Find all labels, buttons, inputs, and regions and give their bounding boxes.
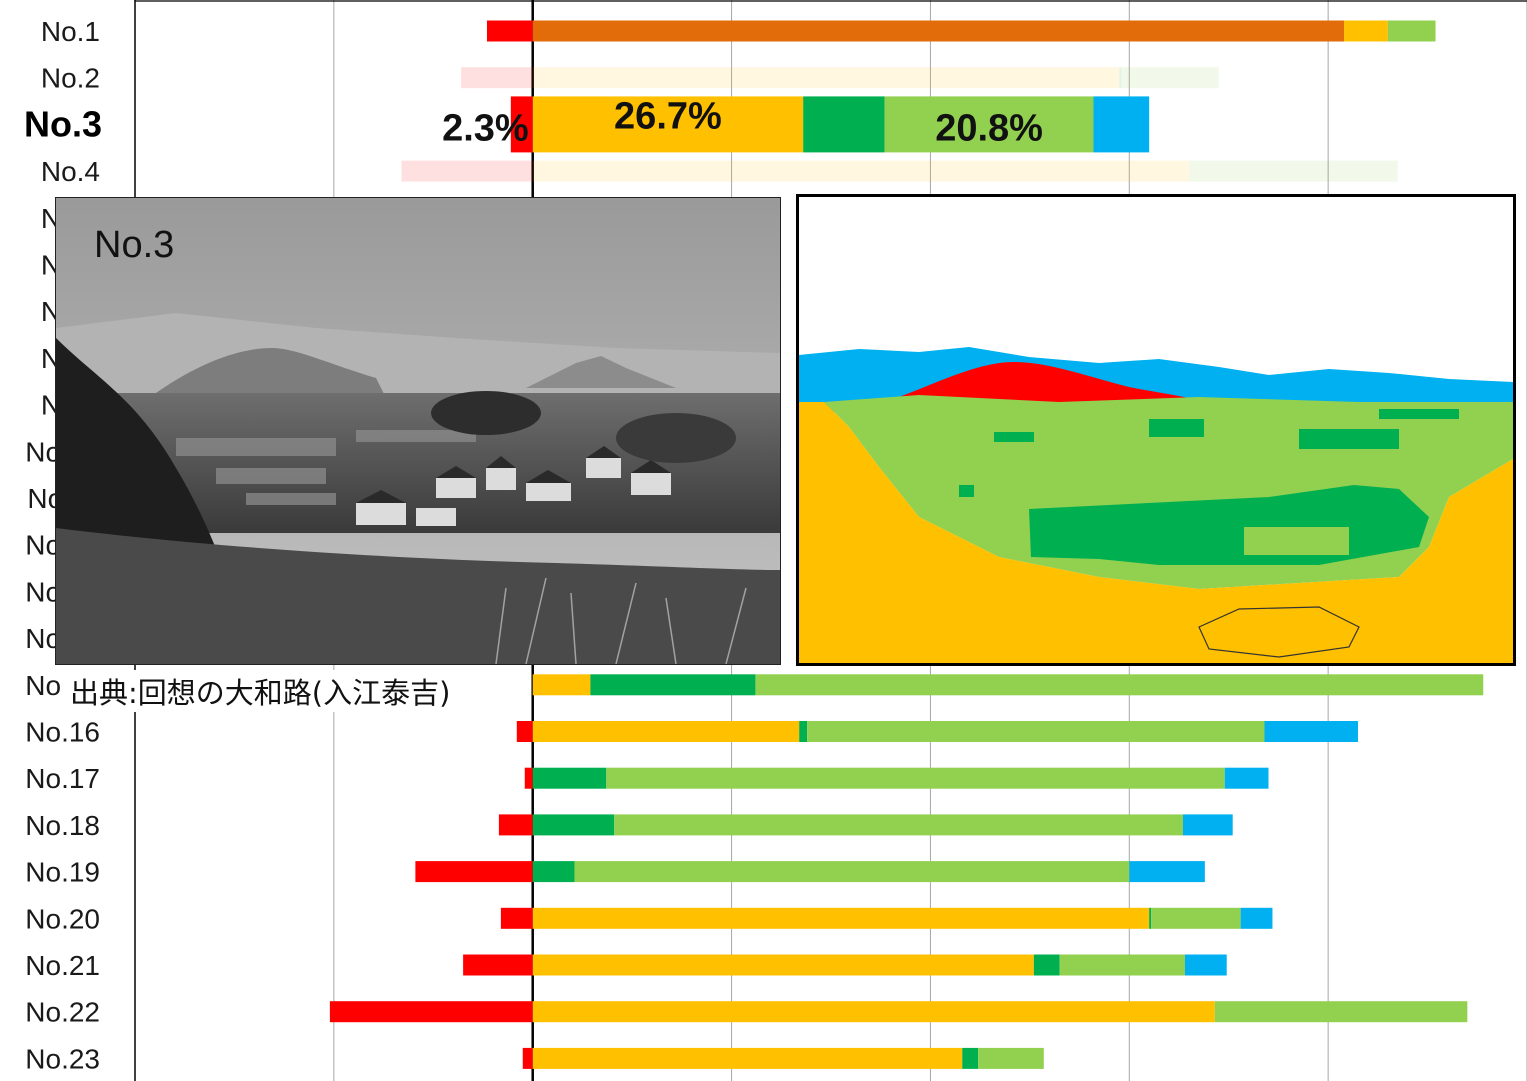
bar-no2-seg4 <box>1121 67 1219 89</box>
data-labels: 2.3% 26.7% 20.8% <box>442 95 1043 149</box>
category-label: No.21 <box>25 950 100 981</box>
source-caption: 出典:回想の大和路(入江泰吉) <box>62 670 459 712</box>
category-label: No.22 <box>25 997 100 1028</box>
bar-no21-seg2 <box>532 954 1034 976</box>
bar-no17-seg5 <box>1224 767 1269 789</box>
landscape-photo: No.3 <box>55 197 781 665</box>
bar-no20-seg3 <box>1149 907 1152 929</box>
bar-no1-seg2 <box>1344 20 1388 42</box>
bar-no18-seg3 <box>532 814 615 836</box>
bar-no4-seg2 <box>532 160 1189 182</box>
data-label: 2.3% <box>442 107 529 149</box>
bar-no16-seg2 <box>532 721 800 742</box>
bar-no3-seg0 <box>510 96 533 153</box>
bar-no21-seg5 <box>1184 954 1227 976</box>
bar-no18-seg5 <box>1182 814 1233 836</box>
category-label: No.23 <box>25 1043 100 1074</box>
bar-no18-seg4 <box>614 814 1183 836</box>
bar-no21-seg0 <box>463 954 533 976</box>
data-label: 26.7% <box>614 95 722 137</box>
bar-no21-seg4 <box>1059 954 1185 976</box>
bar-no1-seg0 <box>486 20 533 42</box>
bar-no20-seg4 <box>1151 907 1241 929</box>
bar-no19-seg4 <box>574 861 1130 883</box>
segmentation-map-art <box>799 197 1513 663</box>
bar-no15-seg3 <box>590 674 756 696</box>
bar-no3-seg3 <box>803 96 885 153</box>
bar-no2-seg3 <box>1119 67 1122 89</box>
bar-no16-seg0 <box>516 721 533 742</box>
seg-dark-green-patches <box>959 409 1459 497</box>
bar-no19-seg5 <box>1129 861 1205 883</box>
category-label: No.1 <box>41 16 100 47</box>
bar-no1-seg1 <box>532 20 1345 42</box>
seg-foreground <box>799 402 1513 663</box>
bar-no16-seg4 <box>807 721 1265 742</box>
bar-no2-seg0 <box>461 67 533 89</box>
landscape-photo-art <box>56 198 780 664</box>
category-label: No.16 <box>25 717 100 748</box>
segmentation-map <box>796 194 1516 666</box>
bar-no21-seg3 <box>1033 954 1060 976</box>
bar-no23-seg4 <box>978 1047 1044 1069</box>
bar-no22-seg2 <box>532 1001 1215 1023</box>
bar-no3-seg2 <box>532 96 804 153</box>
category-label: No.3 <box>24 103 102 144</box>
bar-no16-seg3 <box>799 721 808 742</box>
category-label: No.2 <box>41 63 100 94</box>
bar-no20-seg2 <box>532 907 1150 929</box>
bar-no18-seg0 <box>498 814 533 836</box>
bar-no3-seg4 <box>884 96 1094 153</box>
bar-no15-seg2 <box>532 674 591 696</box>
photo-label: No.3 <box>94 224 175 266</box>
data-label: 20.8% <box>935 107 1043 149</box>
bar-no15-seg4 <box>755 674 1484 696</box>
bar-no20-seg0 <box>500 907 533 929</box>
category-label: No.17 <box>25 763 100 794</box>
bar-no23-seg0 <box>522 1047 533 1069</box>
bar-no17-seg3 <box>532 767 607 789</box>
bar-no23-seg3 <box>962 1047 979 1069</box>
bar-no19-seg0 <box>415 861 533 883</box>
bar-no3-seg5 <box>1093 96 1150 153</box>
bar-no17-seg0 <box>524 767 533 789</box>
bar-no20-seg5 <box>1240 907 1273 929</box>
category-label: No.18 <box>25 810 100 841</box>
seg-field-patch <box>1244 527 1349 555</box>
bar-no4-seg0 <box>401 160 533 182</box>
bar-no23-seg2 <box>532 1047 963 1069</box>
category-label: No.19 <box>25 857 100 888</box>
bar-no19-seg3 <box>532 861 575 883</box>
bar-no17-seg4 <box>606 767 1225 789</box>
bar-no22-seg4 <box>1214 1001 1468 1023</box>
bar-no22-seg0 <box>329 1001 533 1023</box>
bar-no1-seg4 <box>1387 20 1436 42</box>
category-label: No.20 <box>25 903 100 934</box>
bar-no2-seg2 <box>532 67 1120 89</box>
bar-no16-seg5 <box>1264 721 1358 742</box>
bar-no4-seg4 <box>1188 160 1398 182</box>
chart-bars <box>329 20 1484 1069</box>
category-label: No.4 <box>41 156 100 187</box>
